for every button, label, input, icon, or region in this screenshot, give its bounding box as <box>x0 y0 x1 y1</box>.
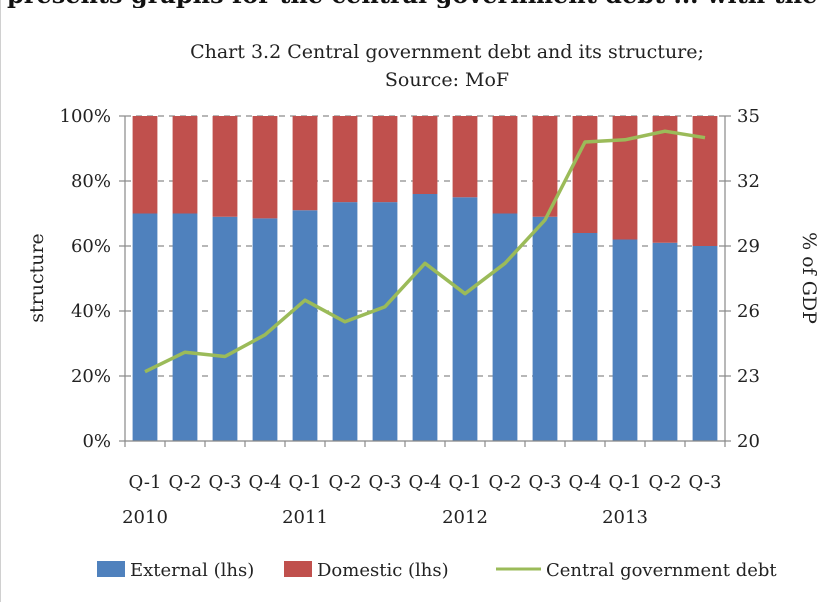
bar-external <box>213 217 238 441</box>
bar-external <box>173 214 198 442</box>
x-tick-label: Q-4 <box>409 472 442 493</box>
bar-external <box>373 202 398 441</box>
y2-tick-label: 20 <box>737 431 760 452</box>
chart-title-line2: Source: MoF <box>385 69 509 91</box>
bar-external <box>613 240 638 442</box>
bar-domestic <box>333 116 358 202</box>
x-tick-label: Q-1 <box>609 472 642 493</box>
bar-domestic <box>413 116 438 194</box>
bar-domestic <box>573 116 598 233</box>
x-tick-label: Q-3 <box>529 472 562 493</box>
x-tick-label: Q-1 <box>449 472 482 493</box>
x-tick-label: Q-4 <box>249 472 282 493</box>
legend: External (lhs) Domestic (lhs) Central gove… <box>97 560 777 581</box>
x-tick-label: Q-2 <box>489 472 522 493</box>
bar-external <box>253 218 278 441</box>
y-tick-label: 60% <box>71 236 111 257</box>
bar-domestic <box>253 116 278 218</box>
y2-tick-label: 35 <box>737 106 760 127</box>
x-tick-label: Q-1 <box>289 472 322 493</box>
x-tick-label: Q-3 <box>369 472 402 493</box>
y-axis-label: structure <box>26 233 48 323</box>
top-text: presents graphs for the central governme… <box>7 0 832 8</box>
y-tick-label: 20% <box>71 366 111 387</box>
x-tick-label: Q-2 <box>649 472 682 493</box>
bar-external <box>413 194 438 441</box>
year-label: 2012 <box>442 507 488 528</box>
bar-external <box>573 233 598 441</box>
bar-external <box>453 197 478 441</box>
y-tick-label: 80% <box>71 171 111 192</box>
bar-domestic <box>213 116 238 217</box>
legend-swatch-domestic <box>284 561 312 577</box>
bar-domestic <box>453 116 478 197</box>
bar-domestic <box>133 116 158 214</box>
y2-tick-label: 26 <box>737 301 760 322</box>
y2-tick-label: 32 <box>737 171 760 192</box>
bar-external <box>693 246 718 441</box>
y-tick-label: 0% <box>82 431 111 452</box>
top-text-fragment: presents graphs for the central governme… <box>1 0 832 8</box>
bar-domestic <box>493 116 518 214</box>
legend-label-domestic: Domestic (lhs) <box>317 560 449 581</box>
chart-title-line1: Chart 3.2 Central government debt and it… <box>190 41 704 63</box>
y-tick-label: 100% <box>60 106 111 127</box>
bar-domestic <box>373 116 398 202</box>
bar-external <box>653 243 678 441</box>
y2-tick-label: 29 <box>737 236 760 257</box>
bars <box>133 116 718 441</box>
bar-domestic <box>653 116 678 243</box>
y2-tick-label: 23 <box>737 366 760 387</box>
y2-axis-label: % of GDP <box>798 232 820 324</box>
bar-external <box>293 210 318 441</box>
x-tick-label: Q-2 <box>169 472 202 493</box>
x-tick-label: Q-1 <box>129 472 162 493</box>
x-tick-label: Q-3 <box>689 472 722 493</box>
bar-external <box>533 217 558 441</box>
x-tick-label: Q-3 <box>209 472 242 493</box>
bar-external <box>133 214 158 442</box>
x-tick-label: Q-4 <box>569 472 602 493</box>
year-label: 2010 <box>122 507 168 528</box>
y-tick-label: 40% <box>71 301 111 322</box>
bar-domestic <box>173 116 198 214</box>
bar-domestic <box>293 116 318 210</box>
x-tick-label: Q-2 <box>329 472 362 493</box>
legend-label-debt: Central government debt <box>546 560 777 581</box>
bar-external <box>493 214 518 442</box>
year-label: 2011 <box>282 507 328 528</box>
legend-label-external: External (lhs) <box>130 560 254 581</box>
bar-domestic <box>613 116 638 240</box>
year-label: 2013 <box>602 507 648 528</box>
legend-swatch-external <box>97 561 125 577</box>
